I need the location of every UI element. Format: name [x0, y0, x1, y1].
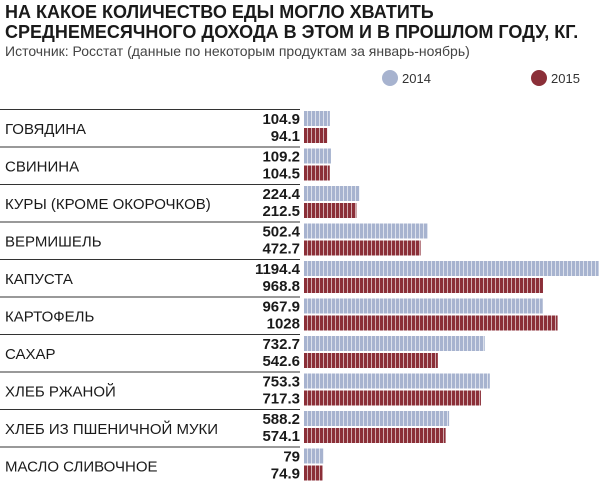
value-label-2014: 967.9 — [262, 299, 300, 316]
bar-2015 — [304, 240, 421, 256]
bar-2015 — [304, 390, 481, 406]
category-label: КАРТОФЕЛЬ — [5, 309, 94, 326]
bar-2015 — [304, 278, 543, 293]
bar-2014 — [304, 298, 543, 314]
bar-2015 — [304, 203, 357, 218]
value-label-2014: 732.7 — [262, 336, 300, 353]
bar-2014 — [304, 261, 599, 276]
value-label-2014: 753.3 — [262, 374, 300, 391]
legend-swatch-2014 — [382, 70, 398, 86]
bar-2014 — [304, 411, 450, 426]
bar-2015 — [304, 315, 558, 331]
legend-swatch-2015 — [531, 70, 547, 86]
value-label-2014: 109.2 — [262, 149, 300, 166]
category-label: САХАР — [5, 346, 56, 363]
value-label-2015: 472.7 — [262, 241, 300, 258]
value-label-2015: 968.8 — [262, 278, 300, 295]
value-label-2014: 588.2 — [262, 411, 300, 428]
bar-2015 — [304, 465, 323, 481]
bar-2015 — [304, 165, 330, 181]
value-label-2014: 104.9 — [262, 111, 300, 128]
bar-2015 — [304, 428, 446, 443]
category-label: КАПУСТА — [5, 271, 73, 288]
category-label: СВИНИНА — [5, 159, 79, 176]
value-label-2015: 94.1 — [271, 128, 300, 145]
category-label: ХЛЕБ РЖАНОЙ — [5, 383, 116, 401]
value-label-2014: 79 — [283, 449, 300, 466]
legend-label-2014: 2014 — [402, 71, 431, 86]
bar-2015 — [304, 128, 328, 143]
bar-2014 — [304, 186, 360, 201]
value-label-2014: 502.4 — [262, 224, 300, 241]
category-label: МАСЛО СЛИВОЧНОЕ — [5, 459, 158, 476]
value-label-2015: 74.9 — [271, 466, 300, 483]
chart-title: НА КАКОЕ КОЛИЧЕСТВО ЕДЫ МОГЛО ХВАТИТЬ СР… — [5, 2, 579, 42]
value-label-2015: 542.6 — [262, 353, 300, 370]
value-label-2015: 717.3 — [262, 391, 300, 408]
legend-label-2015: 2015 — [551, 71, 580, 86]
category-label: ВЕРМИШЕЛЬ — [5, 234, 102, 251]
bar-2014 — [304, 373, 490, 389]
value-label-2015: 574.1 — [262, 428, 300, 445]
value-label-2014: 224.4 — [262, 186, 300, 203]
bar-2014 — [304, 336, 485, 351]
bar-2014 — [304, 148, 331, 164]
bar-2014 — [304, 111, 330, 126]
value-label-2014: 1194.4 — [255, 261, 301, 278]
bar-2014 — [304, 223, 428, 239]
value-label-2015: 104.5 — [262, 166, 300, 183]
category-label: КУРЫ (КРОМЕ ОКОРОЧКОВ) — [5, 196, 211, 213]
value-label-2015: 212.5 — [262, 203, 300, 220]
value-label-2015: 1028 — [267, 316, 300, 333]
category-label: ХЛЕБ ИЗ ПШЕНИЧНОЙ МУКИ — [5, 420, 218, 438]
bar-2015 — [304, 353, 438, 368]
category-label: ГОВЯДИНА — [5, 121, 86, 138]
chart-subtitle: Источник: Росстат (данные по некоторым п… — [5, 43, 470, 59]
bar-2014 — [304, 448, 324, 464]
